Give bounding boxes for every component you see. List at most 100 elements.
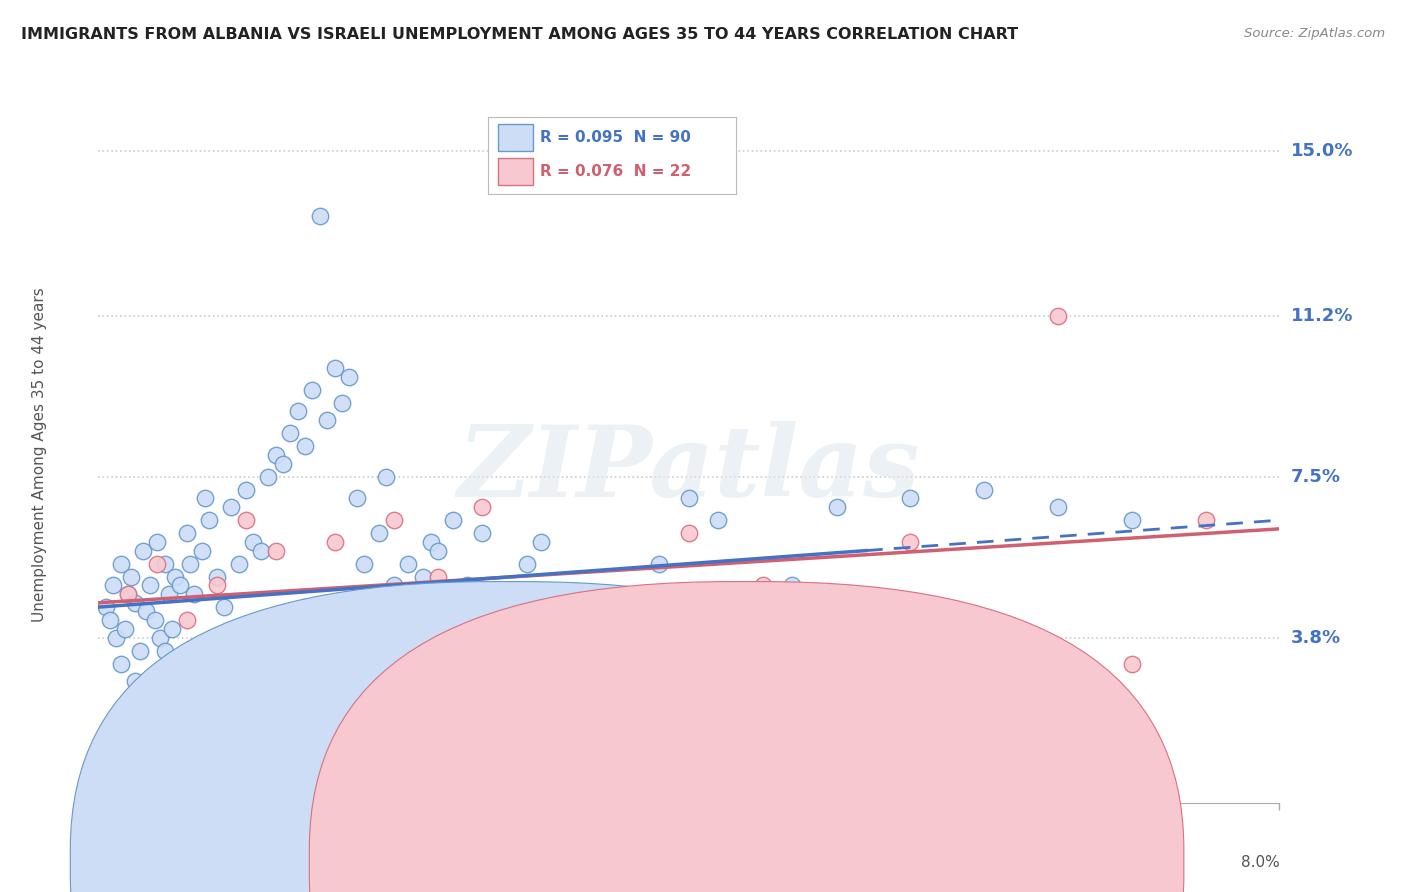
Point [457, 578, 479, 592]
Point [339, 369, 361, 384]
Point [678, 491, 700, 506]
Point [1046, 309, 1070, 323]
Point [382, 578, 405, 592]
Point [250, 543, 273, 558]
Point [973, 643, 995, 657]
Point [471, 500, 494, 514]
Point [346, 491, 368, 506]
Point [516, 557, 538, 571]
Point [309, 209, 332, 223]
Point [973, 483, 995, 497]
Point [546, 687, 568, 701]
Point [560, 674, 582, 689]
Point [264, 543, 287, 558]
Text: 7.5%: 7.5% [1291, 467, 1340, 485]
Point [205, 578, 228, 592]
Point [368, 526, 391, 541]
Point [678, 526, 700, 541]
Point [280, 426, 302, 441]
Point [530, 600, 553, 615]
Point [280, 631, 302, 645]
Point [132, 543, 155, 558]
Point [198, 513, 221, 527]
Point [221, 500, 243, 514]
Point [900, 534, 922, 549]
Point [212, 665, 235, 680]
Point [264, 448, 287, 462]
Point [153, 643, 176, 657]
Point [114, 622, 136, 636]
Text: Immigrants from Albania: Immigrants from Albania [529, 855, 718, 870]
Text: 0.0%: 0.0% [98, 855, 138, 870]
Point [176, 526, 198, 541]
Point [353, 557, 375, 571]
Point [212, 600, 235, 615]
Point [1046, 500, 1070, 514]
Point [316, 413, 339, 427]
Point [117, 587, 139, 601]
Point [441, 513, 464, 527]
Point [323, 657, 346, 671]
Point [228, 557, 250, 571]
Point [605, 631, 627, 645]
Point [120, 570, 142, 584]
Text: IMMIGRANTS FROM ALBANIA VS ISRAELI UNEMPLOYMENT AMONG AGES 35 TO 44 YEARS CORREL: IMMIGRANTS FROM ALBANIA VS ISRAELI UNEMP… [21, 27, 1018, 42]
Point [471, 526, 494, 541]
Point [146, 557, 169, 571]
Point [294, 439, 316, 453]
Point [98, 613, 121, 627]
Point [825, 500, 848, 514]
Point [782, 578, 804, 592]
Point [605, 643, 627, 657]
Point [900, 491, 922, 506]
Point [183, 587, 205, 601]
Text: ZIPatlas: ZIPatlas [458, 421, 920, 517]
Point [353, 622, 375, 636]
Point [194, 491, 217, 506]
Point [575, 665, 598, 680]
Point [176, 613, 198, 627]
Point [323, 534, 346, 549]
Point [1121, 657, 1143, 671]
Point [1121, 513, 1143, 527]
Point [157, 587, 180, 601]
Point [530, 534, 553, 549]
Point [117, 587, 139, 601]
Point [752, 600, 775, 615]
Text: Source: ZipAtlas.com: Source: ZipAtlas.com [1244, 27, 1385, 40]
Text: Israelis: Israelis [768, 855, 823, 870]
Point [242, 534, 264, 549]
Point [110, 657, 132, 671]
Point [382, 643, 405, 657]
Text: 11.2%: 11.2% [1291, 307, 1353, 325]
Point [135, 605, 157, 619]
Point [191, 687, 214, 701]
Point [589, 700, 612, 714]
Point [169, 578, 191, 592]
Point [235, 513, 257, 527]
Point [382, 513, 405, 527]
Point [153, 557, 176, 571]
Point [707, 513, 730, 527]
Point [294, 600, 316, 615]
Point [419, 534, 441, 549]
Point [124, 674, 146, 689]
Point [648, 557, 671, 571]
Point [1195, 513, 1218, 527]
Text: 15.0%: 15.0% [1291, 142, 1353, 160]
Point [501, 600, 523, 615]
Point [110, 557, 132, 571]
Point [301, 383, 323, 397]
Point [752, 578, 775, 592]
Point [143, 613, 166, 627]
Point [287, 404, 309, 418]
Point [457, 622, 479, 636]
Point [105, 631, 128, 645]
Text: 8.0%: 8.0% [1240, 855, 1279, 870]
Point [235, 483, 257, 497]
Point [179, 557, 201, 571]
Point [124, 596, 146, 610]
Point [165, 570, 187, 584]
Point [360, 587, 382, 601]
Point [825, 643, 848, 657]
